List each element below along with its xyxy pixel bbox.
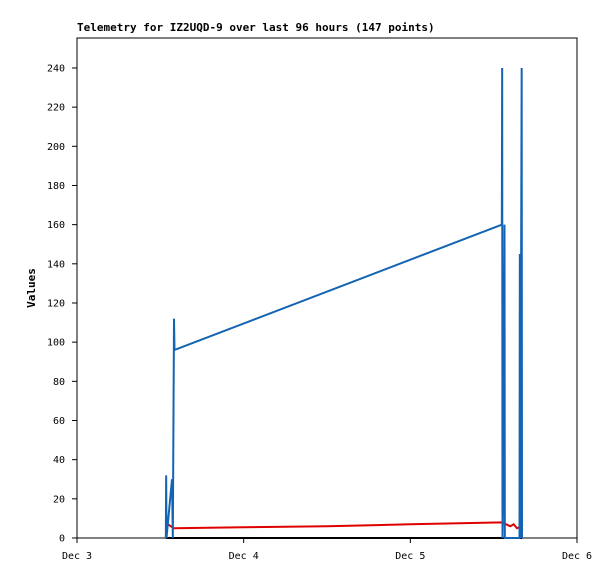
x-tick-label: Dec 4 xyxy=(229,551,259,562)
series-line xyxy=(167,521,523,530)
x-tick-label: Dec 3 xyxy=(62,551,92,562)
chart-title: Telemetry for IZ2UQD-9 over last 96 hour… xyxy=(77,21,435,34)
y-tick-label: 80 xyxy=(53,377,65,388)
y-tick-label: 180 xyxy=(47,181,65,192)
y-tick-label: 200 xyxy=(47,142,65,153)
y-tick-label: 100 xyxy=(47,338,65,349)
y-tick-label: 60 xyxy=(53,416,65,427)
y-axis-label: Values xyxy=(25,268,38,308)
y-tick-label: 160 xyxy=(47,220,65,231)
x-tick-label: Dec 6 xyxy=(562,551,592,562)
x-tick-label: Dec 5 xyxy=(395,551,425,562)
y-tick-label: 220 xyxy=(47,103,65,114)
y-tick-label: 0 xyxy=(59,534,65,545)
y-tick-label: 40 xyxy=(53,455,65,466)
y-tick-label: 140 xyxy=(47,259,65,270)
y-tick-label: 120 xyxy=(47,298,65,309)
y-tick-label: 20 xyxy=(53,494,65,505)
series-line xyxy=(164,67,523,539)
y-tick-label: 240 xyxy=(47,63,65,74)
